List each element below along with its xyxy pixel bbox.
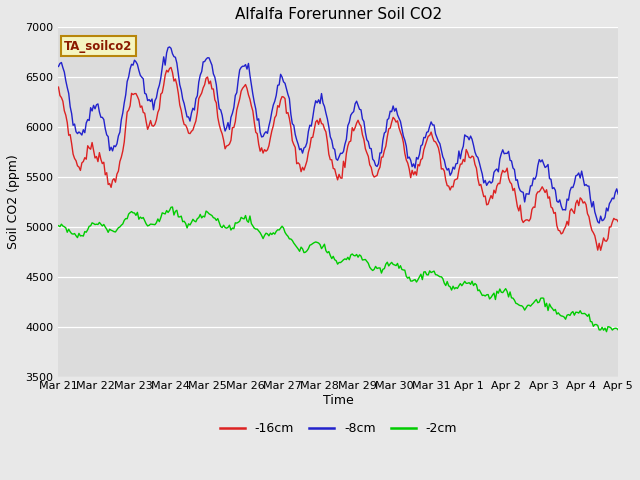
Y-axis label: Soil CO2 (ppm): Soil CO2 (ppm) xyxy=(7,155,20,249)
Text: TA_soilco2: TA_soilco2 xyxy=(64,39,132,52)
X-axis label: Time: Time xyxy=(323,394,354,407)
Legend: -16cm, -8cm, -2cm: -16cm, -8cm, -2cm xyxy=(214,417,462,440)
Title: Alfalfa Forerunner Soil CO2: Alfalfa Forerunner Soil CO2 xyxy=(235,7,442,22)
